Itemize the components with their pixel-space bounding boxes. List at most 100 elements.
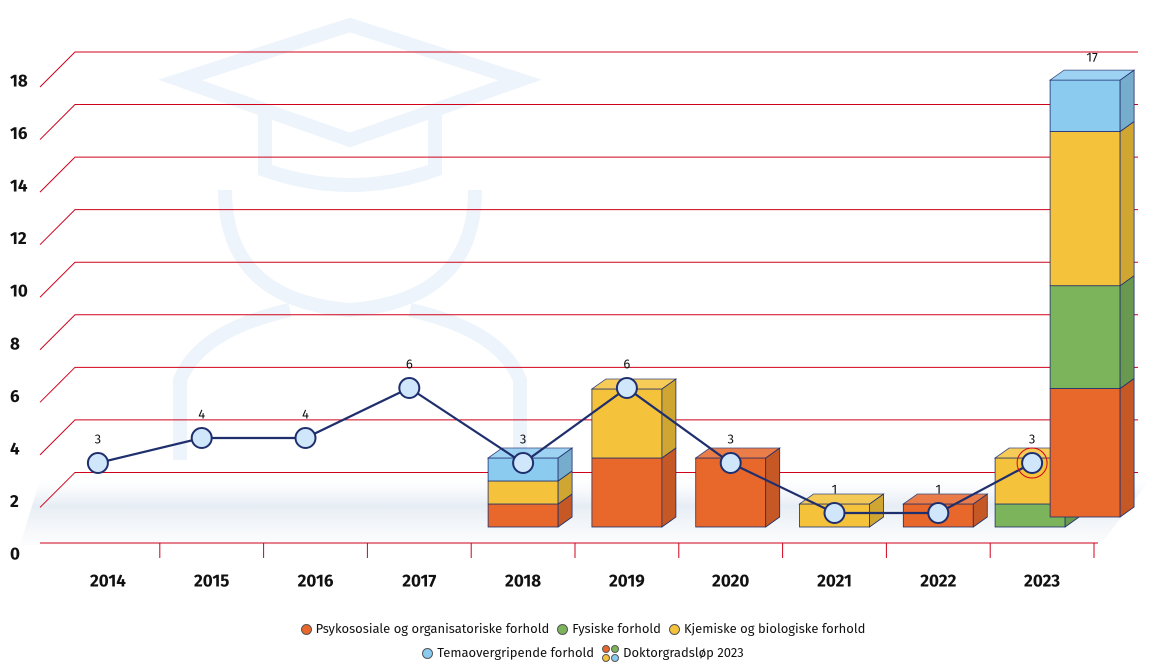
legend-item: Psykososiale og organisatoriske forhold — [300, 622, 550, 637]
legend-swatch-part — [611, 645, 620, 653]
value-label: 3 — [520, 432, 527, 447]
line-point — [190, 427, 213, 449]
bar-side — [1119, 274, 1135, 390]
value-label: 6 — [406, 357, 413, 372]
legend-label: Temaovergripende forhold — [437, 646, 595, 661]
grid-line — [39, 261, 1138, 298]
legend-item: Doktorgradsløp 2023 — [602, 645, 744, 662]
y-tick-label: 0 — [10, 544, 20, 565]
legend-label: Kjemiske og biologiske forhold — [683, 622, 866, 637]
bar-side — [765, 447, 781, 528]
legend-swatch — [602, 645, 620, 662]
value-label: 4 — [198, 407, 205, 422]
bar — [1049, 388, 1121, 518]
y-tick-label: 8 — [10, 333, 20, 354]
legend: Psykososiale og organisatoriske forhold F… — [0, 622, 1166, 670]
grid-line — [39, 104, 1138, 140]
x-tick-label: 2016 — [298, 571, 334, 592]
legend-swatch-part — [602, 654, 611, 662]
bar-top — [486, 447, 574, 459]
value-label: 1 — [832, 482, 838, 497]
legend-swatch-part — [602, 645, 611, 653]
y-tick-label: 6 — [10, 386, 20, 407]
grid-line — [39, 314, 1138, 351]
legend-row: Temaovergripende forhold Doktorgradsløp 2… — [0, 645, 1166, 662]
x-tick-label: 2022 — [920, 571, 956, 592]
grid-line — [39, 156, 1138, 193]
x-tick-label: 2018 — [505, 571, 541, 592]
bar-segment — [591, 447, 677, 528]
bar-side — [661, 447, 677, 528]
y-tick-label: 4 — [10, 438, 20, 459]
legend-item: Temaovergripende forhold — [422, 645, 594, 662]
y-tick-label: 2 — [10, 491, 19, 512]
bar-segment — [1049, 274, 1135, 390]
bar-segment — [1048, 69, 1136, 133]
bar-segment — [1049, 120, 1135, 287]
line-point — [512, 452, 535, 474]
bar-top — [902, 493, 989, 505]
x-tick-label: 2019 — [609, 571, 645, 592]
x-tick-label: 2015 — [194, 571, 229, 592]
bar — [487, 503, 559, 528]
legend-swatch — [557, 624, 569, 635]
bar-top — [694, 447, 781, 459]
legend-item: Fysiske forhold — [557, 622, 661, 637]
y-tick-label: 18 — [10, 71, 28, 92]
line-point — [823, 502, 846, 524]
value-label: 4 — [302, 407, 309, 422]
highlight-ring — [1016, 447, 1048, 479]
line — [97, 386, 1033, 515]
bar-segment — [798, 493, 885, 528]
value-label: 17 — [1086, 51, 1098, 66]
value-label: 3 — [95, 432, 102, 447]
legend-row: Psykososiale og organisatoriske forhold F… — [0, 622, 1166, 637]
value-label: 1 — [935, 482, 941, 497]
legend-item: Kjemiske og biologiske forhold — [668, 622, 866, 637]
line-point — [927, 502, 950, 524]
value-label: 6 — [623, 357, 630, 372]
legend-swatch — [668, 624, 680, 635]
bar-top — [798, 493, 885, 505]
value-label: 3 — [727, 432, 734, 447]
line-point — [294, 427, 317, 449]
grid-line — [39, 366, 1138, 403]
bar-top — [1048, 69, 1136, 81]
grid-line — [39, 209, 1138, 246]
bar-segment — [1049, 377, 1135, 518]
bar — [591, 388, 663, 459]
x-tick-label: 2023 — [1024, 571, 1060, 592]
bar-side — [1119, 120, 1135, 287]
bar — [1049, 285, 1121, 389]
bar — [487, 480, 559, 505]
y-tick-label: 12 — [10, 228, 27, 249]
legend-swatch — [300, 624, 312, 635]
bar-segment — [487, 470, 573, 505]
x-tick-label: 2020 — [712, 571, 749, 592]
legend-label: Doktorgradsløp 2023 — [623, 646, 744, 661]
value-label: 3 — [1029, 432, 1036, 447]
grid-line — [39, 419, 1138, 456]
legend-label: Fysiske forhold — [572, 622, 661, 637]
line-point — [398, 377, 421, 399]
grid-line — [39, 51, 1138, 88]
y-tick-label: 14 — [10, 176, 28, 197]
line-point — [1021, 452, 1044, 474]
line-point — [719, 452, 742, 474]
grid-line — [39, 471, 1138, 508]
line-point — [86, 452, 109, 474]
background-figure — [158, 17, 542, 460]
bar-side — [1119, 69, 1135, 133]
bar — [1049, 79, 1121, 132]
y-tick-label: 16 — [10, 123, 28, 144]
bar — [1049, 131, 1121, 287]
x-tick-label: 2014 — [90, 571, 126, 592]
legend-swatch-part — [611, 654, 620, 662]
legend-swatch — [422, 648, 434, 659]
x-tick-label: 2017 — [402, 571, 436, 592]
legend-label: Psykososiale og organisatoriske forhold — [315, 622, 550, 637]
x-tick-label: 2021 — [817, 571, 852, 592]
y-tick-label: 10 — [10, 281, 28, 302]
